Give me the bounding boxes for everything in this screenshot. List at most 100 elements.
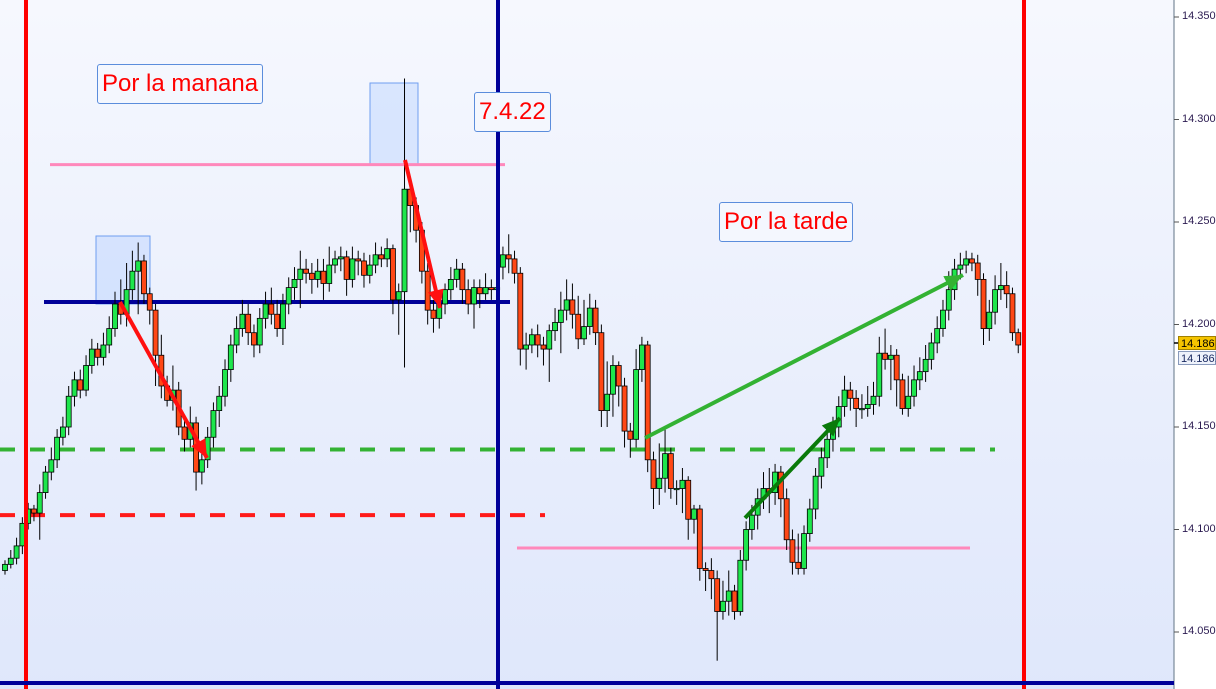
candle-body xyxy=(42,471,49,494)
candle-body xyxy=(320,270,327,284)
candle-body xyxy=(222,369,228,397)
candle-body xyxy=(696,508,703,569)
candle-body xyxy=(592,307,599,334)
red-arrow xyxy=(118,301,209,459)
candle-body xyxy=(615,365,622,387)
candle-body xyxy=(517,272,524,350)
candle-body xyxy=(650,459,657,489)
candle-body xyxy=(505,254,512,260)
candle-body xyxy=(262,303,269,319)
candle-body xyxy=(54,436,61,461)
candle-body xyxy=(488,287,495,291)
candle-body xyxy=(974,262,981,280)
candle-body xyxy=(337,256,344,260)
candle-body xyxy=(372,254,379,266)
candle-body xyxy=(129,270,136,291)
candle-body xyxy=(476,287,483,295)
candle-body xyxy=(303,268,309,274)
candle-body xyxy=(511,258,518,274)
candle-body xyxy=(1009,293,1016,334)
candle-body xyxy=(1003,285,1010,295)
candle-body xyxy=(963,258,970,266)
candle-body xyxy=(430,309,437,319)
candle-body xyxy=(824,438,831,459)
candle-body xyxy=(899,379,906,409)
candle-body xyxy=(534,334,541,346)
candle-body xyxy=(326,264,333,284)
candle-body xyxy=(557,309,564,323)
candle-body xyxy=(227,344,234,371)
candle-body xyxy=(546,330,553,350)
candle-body xyxy=(893,354,900,381)
candle-body xyxy=(83,365,89,391)
candle-body xyxy=(725,590,732,602)
candle-body xyxy=(274,313,281,329)
y-tick-label: 14.300 xyxy=(1182,112,1216,125)
candle-body xyxy=(88,348,95,366)
candle-body xyxy=(36,492,43,514)
candle-body xyxy=(563,299,570,311)
candle-body xyxy=(656,477,663,489)
note-date[interactable]: 7.4.22 xyxy=(474,92,551,132)
candle-body xyxy=(627,430,634,440)
candle-body xyxy=(349,258,356,280)
dark-green-arrow xyxy=(743,416,842,520)
candle-body xyxy=(453,268,460,280)
candle-body xyxy=(210,410,217,438)
candle-body xyxy=(720,600,726,612)
candle-body xyxy=(737,559,744,612)
candle-body xyxy=(424,270,431,311)
candle-body xyxy=(2,563,8,571)
note-por-la-manana[interactable]: Por la manana xyxy=(97,64,264,104)
candle-body xyxy=(731,590,738,612)
candle-body xyxy=(314,270,321,280)
candle-body xyxy=(997,285,1004,291)
candle-body xyxy=(685,479,692,520)
candle-body xyxy=(65,395,72,428)
candle-body xyxy=(459,268,466,291)
note-por-la-tarde[interactable]: Por la tarde xyxy=(719,202,854,242)
candle-body xyxy=(71,379,78,397)
green-arrow-head xyxy=(943,275,963,291)
candle-body xyxy=(552,322,558,332)
candle-body xyxy=(928,342,935,360)
candle-body xyxy=(523,344,529,350)
candle-body xyxy=(992,289,998,313)
candle-body xyxy=(847,389,854,399)
candle-body xyxy=(801,533,807,569)
candle-body xyxy=(112,303,118,330)
candle-body xyxy=(198,459,205,473)
candle-body xyxy=(366,264,373,276)
candle-body xyxy=(818,457,825,477)
candle-body xyxy=(639,344,645,371)
candle-body xyxy=(969,258,975,264)
candle-body xyxy=(13,545,20,559)
candle-body xyxy=(934,328,941,344)
chart-pane[interactable] xyxy=(0,0,1174,689)
candle-body xyxy=(714,578,721,612)
candle-body xyxy=(905,395,912,409)
candle-body xyxy=(633,369,640,440)
candle-body xyxy=(48,459,55,473)
y-tick-label: 14.350 xyxy=(1182,10,1216,22)
candle-body xyxy=(94,348,101,358)
candle-body xyxy=(216,395,223,411)
green-arrow xyxy=(644,273,964,440)
candle-body xyxy=(957,264,964,270)
candle-body xyxy=(135,260,142,272)
candle-body xyxy=(152,309,159,356)
candle-body xyxy=(442,289,448,305)
candle-body xyxy=(285,287,292,305)
candle-body xyxy=(465,289,472,305)
candle-body xyxy=(749,514,755,530)
candle-body xyxy=(575,313,582,340)
candle-body xyxy=(702,568,709,571)
candle-body xyxy=(291,278,298,288)
candle-body xyxy=(876,352,883,397)
candle-body xyxy=(916,371,923,381)
candle-body xyxy=(986,311,993,330)
candle-body xyxy=(500,254,506,268)
candle-body xyxy=(691,508,697,520)
candle-body xyxy=(146,293,153,311)
